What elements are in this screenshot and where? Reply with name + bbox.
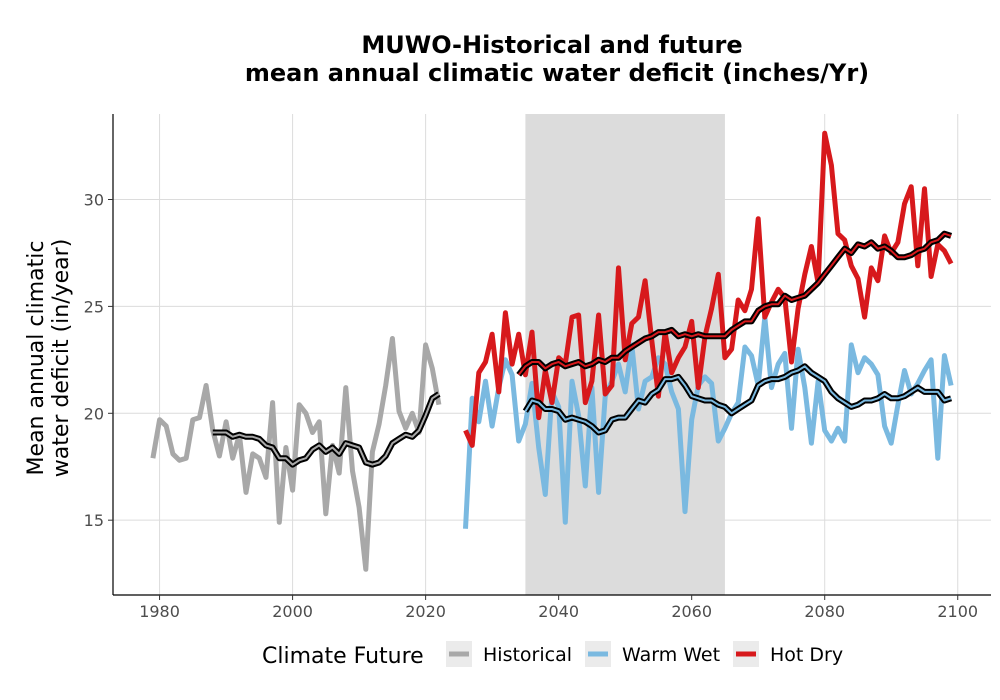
y-tick-label: 15 — [84, 511, 104, 530]
series-line-warm-wet — [463, 314, 954, 529]
x-tick-label: 2100 — [937, 602, 978, 621]
chart-title-line-2: mean annual climatic water deficit (inch… — [245, 59, 869, 87]
y-tick-label: 20 — [84, 404, 104, 423]
moving-average-line — [212, 393, 440, 466]
moving-average-line — [524, 365, 952, 434]
x-tick-label: 2080 — [804, 602, 845, 621]
y-tick-label: 25 — [84, 297, 104, 316]
legend-label: Historical — [483, 644, 572, 666]
legend-title: Climate Future — [262, 644, 424, 669]
series-line-historical — [150, 336, 442, 572]
moving-average-line — [517, 232, 952, 376]
y-axis-title-line-2: water deficit (in/year) — [49, 239, 74, 478]
chart-title-line-1: MUWO-Historical and future — [361, 31, 742, 59]
legend-label: Warm Wet — [622, 644, 720, 666]
x-tick-label: 2020 — [405, 602, 446, 621]
x-tick-label: 1980 — [139, 602, 180, 621]
x-tick-label: 2040 — [538, 602, 579, 621]
legend: Climate Future Historical Warm Wet Hot Dry — [262, 641, 843, 669]
series-line-hot-dry — [463, 130, 954, 448]
y-tick-label: 30 — [84, 191, 104, 210]
legend-label: Hot Dry — [770, 644, 843, 666]
x-tick-label: 2000 — [272, 602, 313, 621]
plot-area: 1980 2000 2020 2040 2060 2080 2100 15 20 25 30 — [84, 114, 991, 621]
y-axis-title-line-1: Mean annual climatic — [24, 241, 49, 476]
x-tick-label: 2060 — [671, 602, 712, 621]
